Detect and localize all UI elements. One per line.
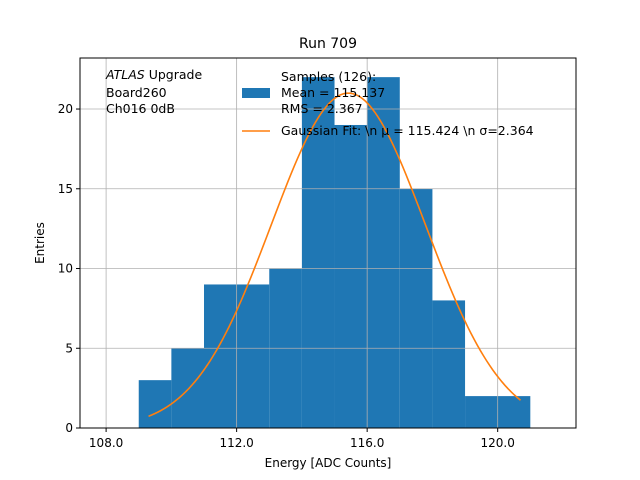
histogram-bar xyxy=(236,284,270,428)
plot-frame xyxy=(79,57,577,429)
x-tick-label: 116.0 xyxy=(350,436,384,450)
y-axis-label: Entries xyxy=(33,222,47,264)
annotation-line: ATLAS Upgrade xyxy=(105,67,202,82)
legend-label-fit: Gaussian Fit: \n μ = 115.424 \n σ=2.364 xyxy=(281,123,534,138)
histogram-bar xyxy=(465,396,498,428)
histogram-bar xyxy=(334,124,368,428)
histogram-bar xyxy=(497,396,531,428)
bars-layer xyxy=(138,77,531,428)
x-tick-label: 112.0 xyxy=(219,436,253,450)
histogram-bar xyxy=(399,188,433,428)
chart-title: Run 709 xyxy=(299,36,357,52)
legend-label-samples: Samples (126): xyxy=(281,69,376,84)
histogram-bar xyxy=(432,300,466,428)
annotation: ATLAS Upgrade Board260 Ch016 0dB xyxy=(105,67,202,116)
annotation-line: Ch016 0dB xyxy=(106,101,175,116)
legend-label-samples: RMS = 2.367 xyxy=(281,101,363,116)
x-tick-label: 108.0 xyxy=(89,436,123,450)
y-tick-label: 15 xyxy=(58,182,73,196)
histogram-bar xyxy=(138,380,172,428)
y-tick-label: 10 xyxy=(58,262,73,276)
ticks-layer: 108.0 112.0 116.0 120.0 0 5 10 15 20 xyxy=(58,102,515,450)
x-tick-label: 120.0 xyxy=(481,436,515,450)
y-tick-label: 5 xyxy=(65,341,73,355)
histogram-bar xyxy=(171,348,204,428)
y-tick-label: 20 xyxy=(58,102,73,116)
grid-lines xyxy=(80,58,576,429)
fit-layer xyxy=(148,92,522,418)
legend-label-samples: Mean = 115.137 xyxy=(281,85,385,100)
x-axis-label: Energy [ADC Counts] xyxy=(265,456,392,470)
annotation-line: Board260 xyxy=(106,85,167,100)
legend-patch-samples xyxy=(242,88,270,98)
histogram-bar xyxy=(204,284,237,428)
gaussian-fit-line xyxy=(148,92,522,418)
histogram-bar xyxy=(367,77,400,428)
legend: Samples (126): Mean = 115.137 RMS = 2.36… xyxy=(242,69,534,138)
y-tick-label: 0 xyxy=(65,421,73,435)
